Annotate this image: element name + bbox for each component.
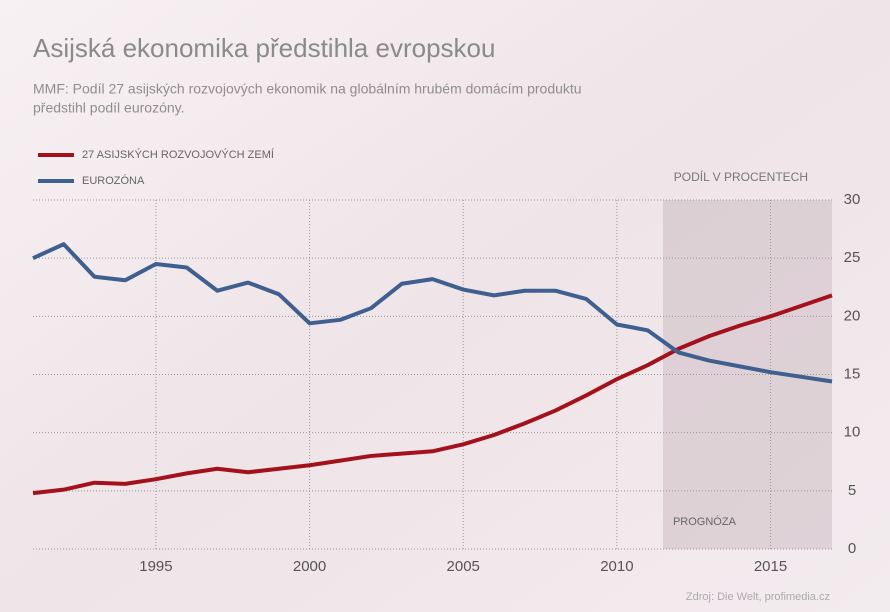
x-tick-label: 1995 (139, 558, 172, 575)
line (32, 242, 833, 384)
chart-subtitle: MMF: Podíl 27 asijských rozvojových ekon… (33, 81, 582, 97)
chart-title: Asijská ekonomika předstihla evropskou (33, 33, 495, 63)
legend-label: EUROZÓNA (82, 174, 145, 187)
line (32, 293, 833, 496)
y-tick-label: 25 (844, 249, 861, 266)
y-tick-label: 10 (844, 424, 861, 441)
forecast-label: PROGNÓZA (673, 515, 737, 528)
chart-subtitle: předstihl podíl eurozóny. (33, 100, 185, 116)
legend-label: 27 ASIJSKÝCH ROZVOJOVÝCH ZEMÍ (82, 148, 275, 161)
source: Zdroj: Die Welt, profimedia.cz (686, 591, 830, 603)
y-tick-label: 5 (848, 482, 856, 499)
y-tick-label: 20 (844, 307, 861, 324)
y-tick-label: 30 (844, 191, 861, 208)
x-tick-label: 2010 (600, 558, 633, 575)
y-tick-label: 15 (844, 365, 861, 382)
y-tick-label: 0 (848, 540, 856, 557)
x-tick-label: 2000 (293, 558, 326, 575)
x-tick-label: 2005 (447, 558, 480, 575)
x-tick-label: 2015 (754, 558, 787, 575)
axis-label: PODÍL V PROCENTECH (674, 169, 808, 184)
